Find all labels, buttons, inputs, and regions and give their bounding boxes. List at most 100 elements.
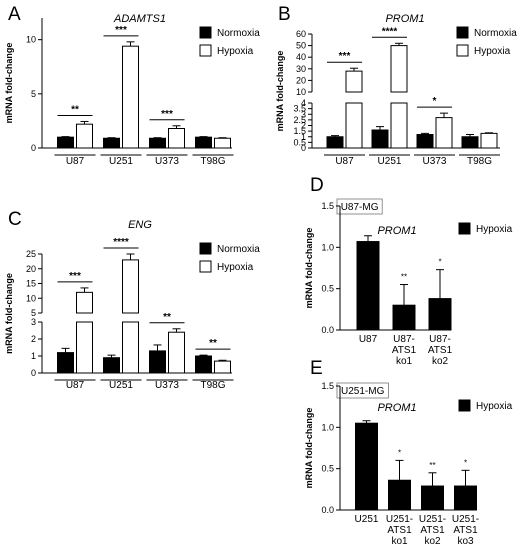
bar bbox=[416, 134, 434, 149]
y-tick-label: 2 bbox=[31, 334, 36, 344]
x-tick-label: ko1 bbox=[396, 356, 413, 367]
significance-label: * bbox=[438, 258, 441, 267]
significance-label: ** bbox=[71, 104, 79, 115]
x-tick-label: T98G bbox=[467, 156, 492, 167]
y-tick-label: 15 bbox=[26, 279, 36, 289]
bar bbox=[392, 304, 416, 331]
y-axis-label: mRNA fold-change bbox=[4, 273, 14, 354]
x-tick-label: ATS1 bbox=[387, 525, 412, 536]
x-tick-label: ko2 bbox=[424, 536, 441, 547]
legend-label: Normoxia bbox=[217, 28, 260, 39]
y-tick-label: 10 bbox=[26, 293, 36, 303]
chart-title: PROM1 bbox=[377, 402, 416, 414]
bar bbox=[390, 45, 408, 93]
x-tick-label: ATS1 bbox=[420, 525, 445, 536]
bar-lower-part bbox=[122, 321, 139, 374]
x-tick-label: ATS1 bbox=[453, 525, 478, 536]
bar-lower-part bbox=[76, 321, 93, 374]
x-tick-label: U251 bbox=[109, 380, 133, 391]
bar bbox=[195, 136, 212, 149]
legend-swatch bbox=[456, 44, 469, 57]
panel-letter: B bbox=[278, 4, 291, 25]
bar bbox=[149, 350, 166, 374]
y-tick-label: 1.0 bbox=[321, 422, 334, 432]
y-tick-label: 1.0 bbox=[321, 242, 334, 252]
y-tick-label: 10 bbox=[26, 35, 36, 45]
y-tick-label: 0.5 bbox=[321, 284, 334, 294]
y-axis-label: mRNA fold-change bbox=[304, 408, 314, 489]
chart-title: ENG bbox=[128, 219, 152, 231]
x-tick-label: ko1 bbox=[391, 536, 408, 547]
x-tick-label: U87 bbox=[335, 156, 354, 167]
legend-swatch bbox=[456, 26, 469, 39]
y-tick-label: 2.5 bbox=[293, 115, 306, 125]
significance-label: *** bbox=[69, 271, 81, 282]
bar bbox=[326, 136, 344, 149]
bar bbox=[168, 331, 185, 374]
x-tick-label: U251 bbox=[355, 514, 379, 525]
significance-label: *** bbox=[339, 51, 351, 62]
y-tick-label: 3.5 bbox=[293, 104, 306, 114]
bar bbox=[480, 132, 498, 149]
legend-label: Hypoxia bbox=[476, 401, 513, 412]
y-tick-label: 2 bbox=[301, 121, 306, 131]
significance-label: * bbox=[398, 448, 401, 457]
y-tick-label: 3 bbox=[31, 317, 36, 327]
bar-lower-part bbox=[345, 102, 363, 149]
x-tick-label: U87- bbox=[393, 334, 415, 345]
y-tick-label: 0.0 bbox=[321, 505, 334, 515]
bar bbox=[454, 485, 477, 511]
y-tick-label: 0 bbox=[301, 143, 306, 153]
bar bbox=[57, 352, 74, 374]
legend-swatch bbox=[199, 260, 212, 273]
y-tick-label: 20 bbox=[296, 75, 306, 85]
y-tick-label: 0.5 bbox=[321, 464, 334, 474]
y-tick-label: 3 bbox=[301, 109, 306, 119]
x-tick-label: U87 bbox=[359, 334, 378, 345]
x-tick-label: T98G bbox=[200, 156, 225, 167]
significance-label: **** bbox=[382, 26, 398, 37]
bar bbox=[57, 136, 74, 149]
bar bbox=[356, 241, 380, 331]
bar bbox=[388, 479, 411, 511]
legend-label: Hypoxia bbox=[476, 224, 513, 235]
x-tick-label: U251- bbox=[419, 514, 446, 525]
x-tick-label: ATS1 bbox=[428, 345, 453, 356]
significance-label: ** bbox=[163, 312, 171, 323]
y-tick-label: 60 bbox=[296, 29, 306, 39]
x-tick-label: U373 bbox=[155, 156, 179, 167]
bar bbox=[355, 422, 378, 511]
y-tick-label: 40 bbox=[296, 52, 306, 62]
x-tick-label: U251- bbox=[452, 514, 479, 525]
y-tick-label: 5 bbox=[31, 308, 36, 318]
y-tick-label: 0 bbox=[31, 368, 36, 378]
x-tick-label: U87 bbox=[66, 156, 85, 167]
legend-label: Hypoxia bbox=[474, 46, 511, 57]
legend-label: Normoxia bbox=[474, 28, 517, 39]
cell-line-tag: U87-MG bbox=[341, 202, 379, 213]
bar bbox=[435, 117, 453, 149]
y-tick-label: 0 bbox=[31, 143, 36, 153]
chart-title: PROM1 bbox=[385, 13, 424, 25]
bar bbox=[214, 137, 231, 149]
y-tick-label: 4 bbox=[301, 98, 306, 108]
x-tick-label: U87 bbox=[66, 380, 85, 391]
significance-label: ** bbox=[429, 461, 435, 470]
y-tick-label: 1.5 bbox=[321, 381, 334, 391]
panel-letter: C bbox=[8, 209, 22, 230]
bar bbox=[76, 291, 93, 314]
bar bbox=[345, 70, 363, 93]
legend-label: Hypoxia bbox=[217, 262, 254, 273]
legend-swatch bbox=[199, 242, 212, 255]
x-tick-label: ATS1 bbox=[392, 345, 417, 356]
x-tick-label: U87- bbox=[429, 334, 451, 345]
y-tick-label: 1.5 bbox=[293, 126, 306, 136]
x-tick-label: T98G bbox=[200, 380, 225, 391]
x-tick-label: U251 bbox=[109, 156, 133, 167]
bar-lower-part bbox=[390, 102, 408, 149]
panel-letter: E bbox=[310, 358, 323, 379]
y-tick-label: 1 bbox=[301, 132, 306, 142]
legend-swatch bbox=[458, 399, 471, 412]
y-tick-label: 10 bbox=[296, 87, 306, 97]
